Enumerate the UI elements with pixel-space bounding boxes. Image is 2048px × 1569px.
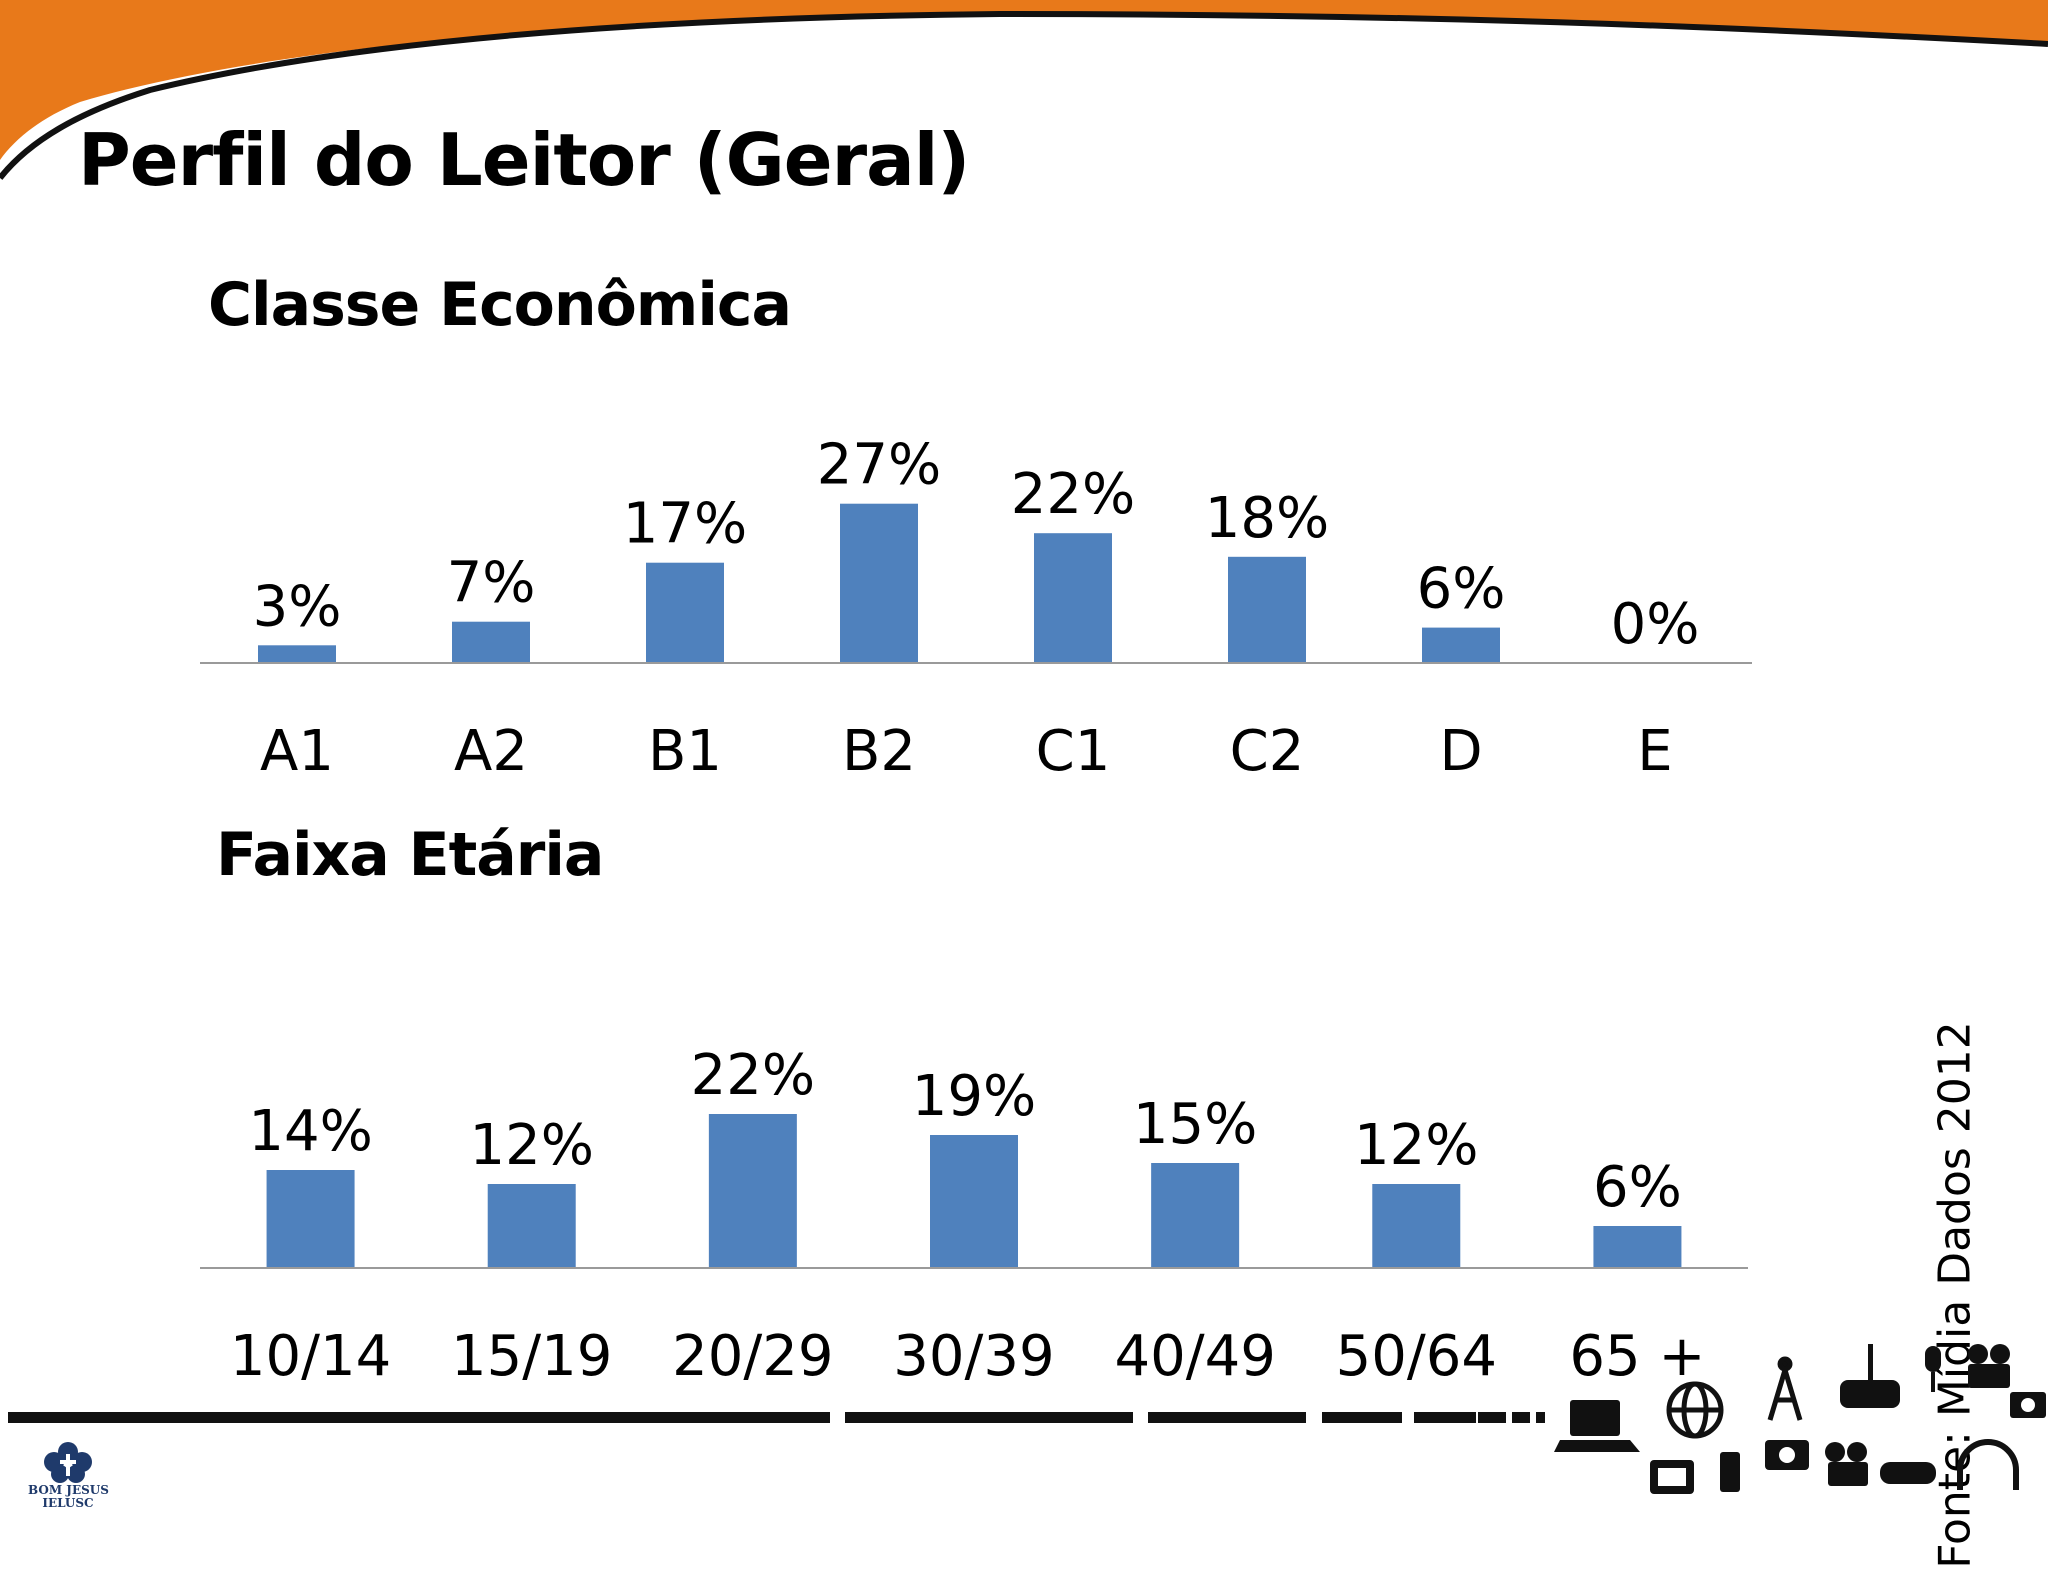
- chart-faixa-etaria: 14% 10/14 12% 15/19 22% 20/29 19% 30/39 15% 40/49…: [200, 1043, 1748, 1389]
- footer-rule-seg: [1414, 1412, 1476, 1423]
- data-label-faixa-2: 22%: [691, 1043, 815, 1108]
- footer-rule-seg: [1148, 1412, 1306, 1423]
- bar-faixa-5: [1372, 1184, 1461, 1268]
- radio-tower-icon: [1767, 1356, 1803, 1421]
- footer-rule-seg: [1322, 1412, 1402, 1423]
- gamepad-icon: [1880, 1462, 1936, 1484]
- laptop-icon: [1554, 1400, 1640, 1452]
- category-label-classe-3: B2: [842, 719, 916, 784]
- category-label-faixa-3: 30/39: [893, 1324, 1054, 1389]
- data-label-faixa-5: 12%: [1354, 1113, 1478, 1178]
- photo-camera-icon: [2010, 1392, 2046, 1418]
- microphone-icon: [1925, 1346, 1941, 1392]
- projector-icon: [1825, 1442, 1868, 1486]
- category-label-faixa-4: 40/49: [1114, 1324, 1275, 1389]
- bar-classe-1: [452, 621, 530, 663]
- data-label-classe-4: 22%: [1011, 462, 1135, 527]
- category-label-classe-5: C2: [1230, 719, 1305, 784]
- bar-faixa-0: [266, 1170, 355, 1268]
- chart-title-classe: Classe Econômica: [208, 270, 792, 340]
- globe-icon: [1666, 1381, 1724, 1439]
- black-swoosh-line: [0, 10, 2048, 180]
- chart-classe-economica: 3% A1 7% A2 17% B1 27% B2 22% C1 18% C2 6% D 0% E: [200, 433, 1752, 784]
- data-label-classe-2: 17%: [623, 492, 747, 557]
- bar-classe-3: [840, 503, 918, 663]
- category-label-faixa-1: 15/19: [451, 1324, 612, 1389]
- category-label-faixa-2: 20/29: [672, 1324, 833, 1389]
- data-label-classe-5: 18%: [1205, 486, 1329, 551]
- film-camera-icon: [1968, 1344, 2010, 1388]
- footer-rule-seg: [1536, 1412, 1545, 1423]
- game-console-icon: [1840, 1344, 1900, 1408]
- slide-title: Perfil do Leitor (Geral): [78, 118, 970, 202]
- data-label-classe-6: 6%: [1417, 557, 1506, 622]
- phone-icon: [1720, 1452, 1740, 1492]
- footer-rule-seg: [1478, 1412, 1506, 1423]
- data-label-faixa-0: 14%: [248, 1099, 372, 1164]
- bar-faixa-4: [1151, 1163, 1240, 1268]
- media-icons-cluster: [1554, 1344, 2046, 1494]
- category-label-classe-4: C1: [1036, 719, 1111, 784]
- category-label-classe-1: A2: [454, 719, 528, 784]
- tv-icon: [1650, 1460, 1694, 1494]
- data-label-faixa-1: 12%: [469, 1113, 593, 1178]
- footer-rule-seg: [8, 1412, 830, 1423]
- chart-title-faixa: Faixa Etária: [216, 820, 604, 890]
- logo: BOM JESUS IELUSC: [28, 1440, 109, 1510]
- category-label-faixa-0: 10/14: [230, 1324, 391, 1389]
- category-label-classe-0: A1: [260, 719, 334, 784]
- logo-flower-icon: [44, 1442, 92, 1483]
- category-label-faixa-6: 65 +: [1569, 1324, 1705, 1389]
- footer-rule: [8, 1412, 1545, 1423]
- bar-classe-6: [1422, 627, 1500, 663]
- footer-rule-seg: [845, 1412, 1133, 1423]
- bar-faixa-2: [708, 1114, 797, 1268]
- bar-classe-5: [1228, 556, 1306, 663]
- category-label-classe-2: B1: [648, 719, 722, 784]
- data-label-classe-3: 27%: [817, 433, 941, 498]
- data-label-faixa-6: 6%: [1593, 1155, 1682, 1220]
- headphones-icon: [1957, 1439, 2019, 1490]
- logo-text-line1: BOM JESUS: [28, 1483, 109, 1497]
- header-swoosh: [0, 0, 2048, 180]
- category-label-classe-6: D: [1439, 719, 1482, 784]
- bar-faixa-6: [1593, 1226, 1682, 1268]
- data-label-classe-0: 3%: [253, 574, 342, 639]
- bar-faixa-3: [930, 1135, 1018, 1268]
- footer-rule-seg: [1512, 1412, 1530, 1423]
- data-label-classe-7: 0%: [1611, 592, 1700, 657]
- data-label-classe-1: 7%: [447, 551, 536, 616]
- category-label-faixa-5: 50/64: [1336, 1324, 1497, 1389]
- data-label-faixa-4: 15%: [1133, 1092, 1257, 1157]
- camera-icon: [1765, 1440, 1809, 1470]
- bar-classe-4: [1034, 533, 1112, 663]
- data-label-faixa-3: 19%: [912, 1064, 1036, 1129]
- bar-faixa-1: [487, 1184, 576, 1268]
- orange-swoosh-shape: [0, 0, 2048, 160]
- category-label-classe-7: E: [1637, 719, 1672, 784]
- bar-classe-0: [258, 645, 336, 663]
- bar-classe-2: [646, 562, 724, 663]
- logo-text-line2: IELUSC: [42, 1496, 94, 1510]
